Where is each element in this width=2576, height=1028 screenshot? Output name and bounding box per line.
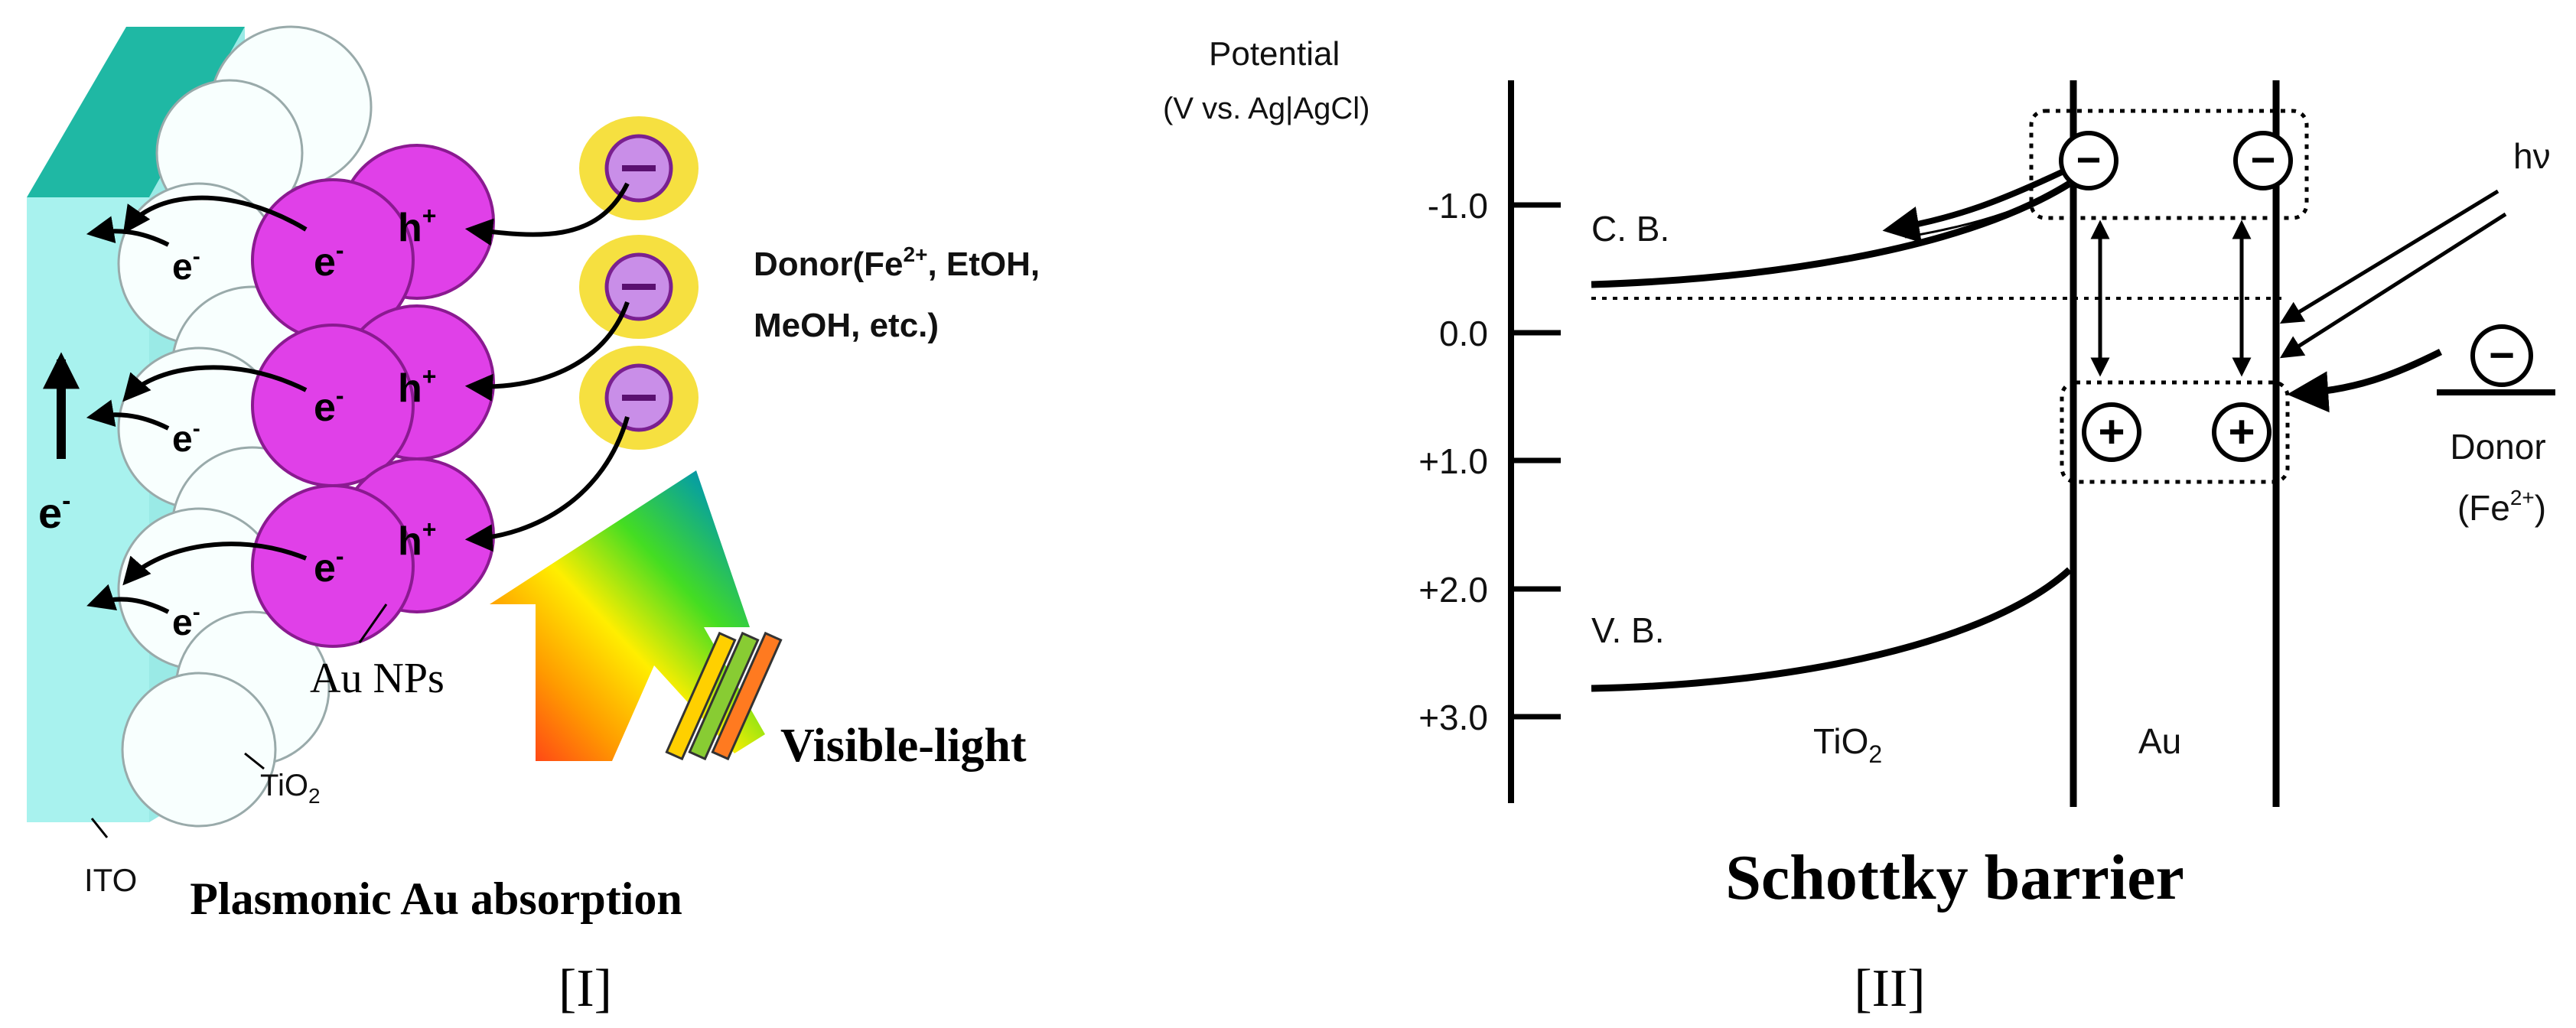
tick-label-p2: +2.0 [1418, 570, 1488, 610]
hole-label-2: h+ [398, 363, 436, 411]
au-region-label: Au [2138, 721, 2181, 761]
panel-2-label: [II] [1854, 959, 1925, 1018]
svg-text:−: − [2489, 330, 2515, 380]
valence-band [1591, 567, 2073, 692]
visible-light-label: Visible-light [780, 720, 1027, 772]
donor-label: Donor(Fe2+, EtOH, [754, 242, 1040, 283]
tick-label-p3: +3.0 [1418, 698, 1488, 737]
electron-symbols: − − [2059, 131, 2293, 190]
axis-title-line2: (V vs. Ag|AgCl) [1163, 92, 1369, 125]
tio2-region-label: TiO2 [1813, 721, 1882, 768]
excitation-arrows [2090, 220, 2252, 377]
tio2-label: TiO2 [260, 769, 321, 808]
tio2-particles [117, 25, 373, 828]
axis-title-line1: Potential [1209, 35, 1340, 73]
panel-1-label: [I] [559, 959, 612, 1018]
axis-ticks [1511, 202, 1561, 720]
svg-text:+: + [2228, 406, 2255, 457]
hole-label-1: h+ [398, 202, 436, 250]
cb-label: C. B. [1591, 209, 1669, 249]
ito-label: ITO [84, 862, 137, 898]
hv-label: hν [2513, 136, 2551, 176]
svg-text:+: + [2098, 406, 2125, 457]
electron-label-tio2-1: e- [172, 244, 200, 288]
electron-box [2029, 109, 2309, 220]
au-nps-label: Au NPs [310, 655, 445, 702]
panel-2-caption: Schottky barrier [1725, 842, 2184, 913]
electron-label-au-3: e- [314, 542, 344, 590]
panel-1-caption: Plasmonic Au absorption [190, 873, 682, 924]
electron-label-tio2-2: e- [172, 416, 200, 460]
tick-label-m1: -1.0 [1428, 186, 1488, 226]
panel-schottky: Potential (V vs. Ag|AgCl) -1.0 0.0 +1.0 … [1163, 35, 2555, 1018]
electron-label-tio2-3: e- [172, 600, 200, 643]
tio2-leader [244, 752, 265, 770]
ito-electron-label: e- [38, 486, 70, 537]
tick-label-p1: +1.0 [1418, 441, 1488, 481]
ito-leader [90, 818, 109, 838]
electron-injection-arrow [1882, 169, 2063, 243]
electron-label-au-2: e- [314, 382, 344, 430]
donor-electron-icon [2470, 324, 2533, 387]
donor-label-line2: MeOH, etc.) [754, 307, 939, 344]
donor-molecules [579, 116, 699, 450]
vb-label: V. B. [1591, 610, 1664, 650]
electron-transfer-arrows [86, 195, 308, 614]
conduction-band [1591, 181, 2072, 288]
panel-plasmonic: e- h+ e- h+ e- h+ e- e- e- e- [27, 25, 1040, 1018]
donor-label-ii: Donor [2450, 427, 2545, 467]
hole-symbols: + + [2082, 402, 2272, 462]
svg-text:−: − [2076, 135, 2102, 184]
hole-label-3: h+ [398, 516, 436, 564]
tick-label-0: 0.0 [1439, 314, 1488, 353]
au-nps-leader [358, 603, 388, 643]
ito-top-edge [27, 27, 245, 197]
visible-light-arrow [490, 470, 783, 761]
electron-label-au-1: e- [314, 236, 344, 285]
donor-electron-arrow [2287, 348, 2443, 413]
hole-box [2060, 380, 2290, 484]
svg-text:−: − [2251, 135, 2276, 184]
light-arrows [2279, 189, 2507, 359]
donor-species-label: (Fe2+) [2457, 486, 2546, 528]
donor-to-hole-arrows [464, 182, 630, 552]
